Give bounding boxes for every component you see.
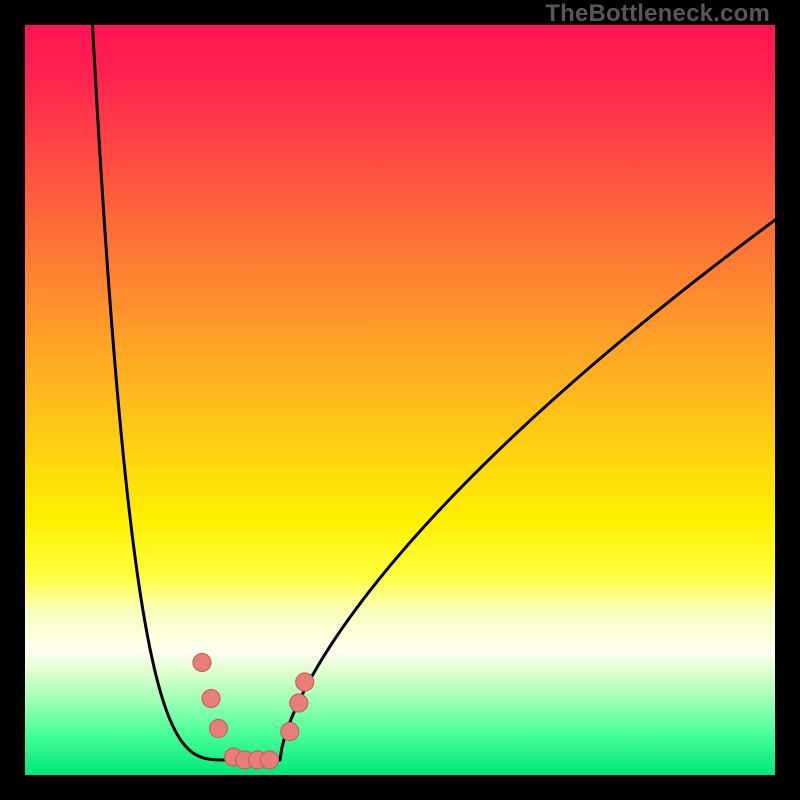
marker-point (290, 694, 308, 712)
chart-frame: TheBottleneck.com (0, 0, 800, 800)
marker-point (202, 690, 220, 708)
marker-point (281, 723, 299, 741)
marker-point (296, 673, 314, 691)
watermark-text: TheBottleneck.com (545, 0, 770, 28)
marker-point (193, 654, 211, 672)
plot-area (25, 25, 775, 775)
marker-point (261, 751, 279, 769)
gradient-background (25, 25, 775, 775)
chart-svg (25, 25, 775, 775)
marker-point (210, 720, 228, 738)
